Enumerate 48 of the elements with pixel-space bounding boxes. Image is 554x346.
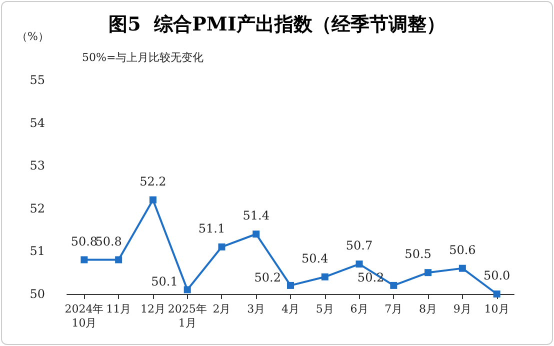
point — [80, 256, 88, 264]
x-tick-label: 8月 — [419, 302, 438, 316]
x-tick-label: 7月 — [384, 302, 403, 316]
x-tick-label: 12月 — [140, 302, 166, 316]
data-label: 50.4 — [302, 251, 329, 266]
point — [149, 196, 156, 204]
x-tick-label: 10月 — [484, 302, 510, 316]
data-label: 50.1 — [151, 274, 178, 289]
y-tick-label: 53 — [30, 158, 45, 173]
x-tick-label: 2025年 1月 — [168, 302, 207, 330]
x-tick-label: 4月 — [282, 302, 300, 316]
point — [115, 256, 122, 264]
y-tick-label: 52 — [30, 201, 45, 216]
x-tick-label: 9月 — [453, 302, 472, 316]
data-label: 51.4 — [242, 208, 270, 223]
y-tick-label: 50 — [30, 287, 45, 301]
point — [287, 282, 294, 289]
point — [356, 260, 363, 268]
point — [390, 282, 398, 289]
chart-title: 图5 综合PMI产出指数（经季节调整） — [108, 14, 446, 36]
data-label: 50.5 — [404, 247, 432, 262]
point — [493, 290, 500, 298]
x-tick-label: 11月 — [106, 302, 132, 316]
data-label: 50.8 — [95, 234, 122, 248]
x-tick-label: 5月 — [316, 302, 334, 316]
point — [184, 286, 191, 294]
x-tick-label: 6月 — [350, 302, 368, 316]
data-label: 50.6 — [449, 242, 476, 257]
data-label: 51.1 — [198, 221, 226, 236]
y-tick-label: 51 — [30, 244, 45, 258]
point — [321, 273, 328, 280]
data-label: 50.7 — [346, 238, 373, 253]
y-tick-label: 54 — [30, 116, 46, 130]
data-label: 52.2 — [140, 174, 166, 188]
data-label: 50.0 — [483, 268, 510, 282]
y-axis-title: （%） — [16, 30, 49, 43]
y-tick-label: 55 — [30, 73, 45, 87]
x-tick-label: 2月 — [212, 302, 231, 316]
point — [424, 269, 432, 276]
data-label: 50.2 — [357, 270, 384, 284]
data-label: 50.2 — [254, 270, 281, 284]
data-label: 50.8 — [70, 234, 98, 248]
x-tick-label: 2024年 10月 — [64, 302, 104, 330]
text: 50%=与上月比较无变化 — [82, 51, 204, 64]
point — [252, 230, 260, 238]
x-tick-label: 3月 — [247, 302, 266, 316]
point — [218, 243, 226, 250]
point — [458, 264, 466, 272]
